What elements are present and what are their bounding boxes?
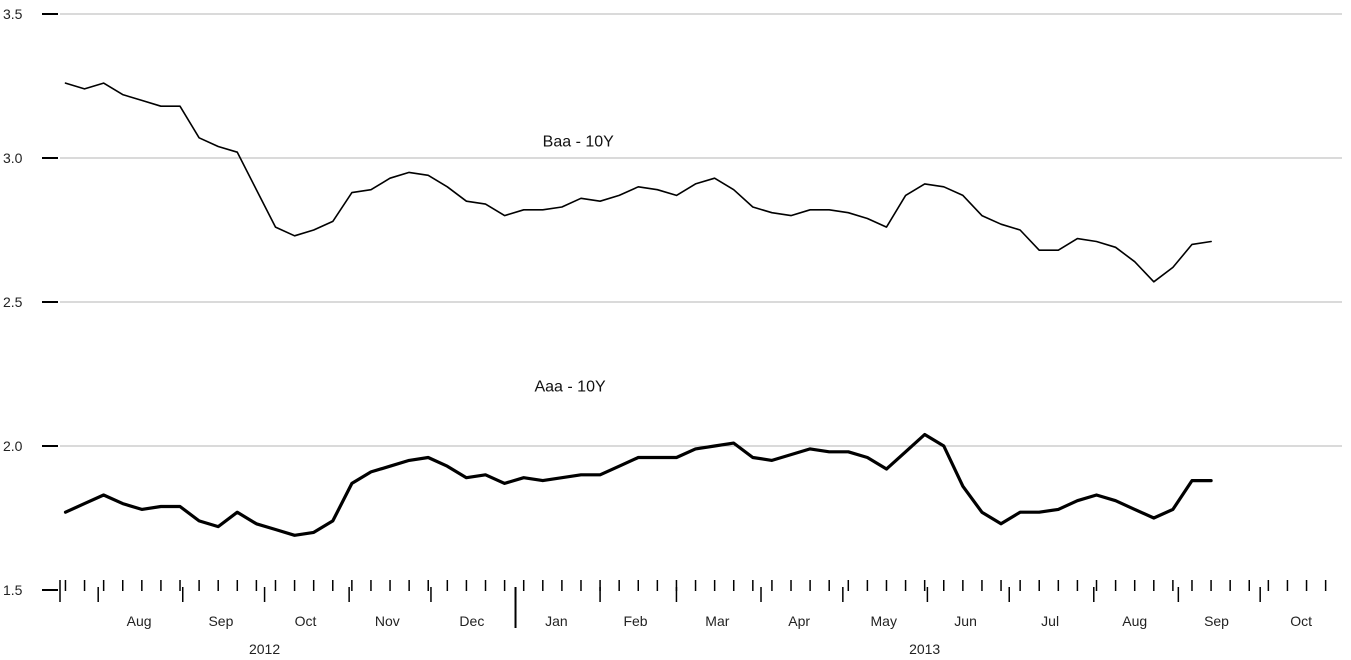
month-label: Sep bbox=[208, 613, 233, 629]
month-label: Feb bbox=[623, 613, 647, 629]
year-label: 2012 bbox=[249, 641, 280, 657]
x-axis: Aug Sep Oct Nov Dec Jan Feb Mar Apr May Jun Jul Aug S… bbox=[59, 580, 1327, 657]
month-label: Oct bbox=[1290, 613, 1312, 629]
grid-lines bbox=[60, 13, 1342, 447]
y-tick-label: 3.0 bbox=[3, 150, 23, 166]
y-axis: 1.5 2.0 2.5 3.0 3.5 bbox=[3, 6, 58, 598]
month-label: Jul bbox=[1041, 613, 1059, 629]
series-labels: Baa - 10Y Aaa - 10Y bbox=[534, 133, 614, 395]
series-label-1: Baa - 10Y bbox=[543, 133, 614, 150]
month-label: Dec bbox=[459, 613, 484, 629]
y-tick-label: 1.5 bbox=[3, 582, 23, 598]
month-label: Sep bbox=[1204, 613, 1229, 629]
y-tick-label: 3.5 bbox=[3, 6, 23, 22]
month-label: Aug bbox=[1122, 613, 1147, 629]
month-label: Jun bbox=[954, 613, 977, 629]
month-label: May bbox=[871, 613, 897, 629]
y-tick-label: 2.0 bbox=[3, 438, 23, 454]
month-label: Oct bbox=[295, 613, 317, 629]
series-label-2: Aaa - 10Y bbox=[534, 378, 605, 395]
series-line-1 bbox=[64, 82, 1212, 283]
month-label: Mar bbox=[705, 613, 729, 629]
month-label: Apr bbox=[788, 613, 810, 629]
y-tick-label: 2.5 bbox=[3, 294, 23, 310]
month-label: Jan bbox=[545, 613, 568, 629]
series-lines bbox=[63, 82, 1213, 537]
series-line-2 bbox=[63, 432, 1213, 537]
month-label: Aug bbox=[127, 613, 152, 629]
year-label: 2013 bbox=[909, 641, 940, 657]
month-label: Nov bbox=[375, 613, 400, 629]
